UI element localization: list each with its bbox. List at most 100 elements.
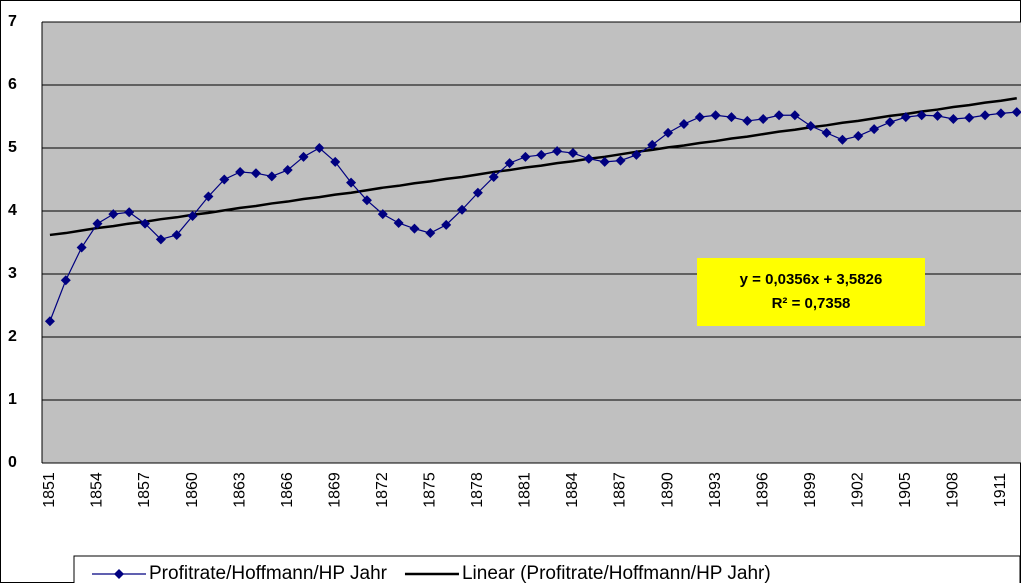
data-point bbox=[774, 110, 785, 121]
y-tick-label: 1 bbox=[8, 391, 17, 408]
legend-label: Linear (Profitrate/Hoffmann/HP Jahr) bbox=[462, 563, 771, 583]
data-point bbox=[203, 191, 214, 202]
data-point bbox=[583, 153, 594, 164]
data-point bbox=[726, 112, 737, 123]
y-tick-label: 6 bbox=[8, 76, 17, 93]
y-tick-label: 7 bbox=[8, 13, 17, 30]
series-line bbox=[49, 96, 1017, 237]
data-point bbox=[552, 146, 563, 157]
data-point bbox=[504, 158, 515, 169]
x-tick-label: 1851 bbox=[41, 472, 58, 508]
x-tick-label: 1911 bbox=[992, 473, 1009, 508]
data-point bbox=[995, 108, 1006, 119]
data-point bbox=[821, 127, 832, 138]
x-tick-label: 1902 bbox=[849, 472, 866, 508]
plot bbox=[44, 96, 1021, 327]
data-point bbox=[457, 204, 468, 215]
annotation: y = 0,0356x + 3,5826 bbox=[740, 271, 883, 288]
y-tick-label: 4 bbox=[8, 202, 17, 219]
data-point bbox=[488, 171, 499, 182]
x-tick-label: 1896 bbox=[754, 472, 771, 508]
x-tick-label: 1875 bbox=[422, 472, 439, 508]
x-tick-label: 1866 bbox=[279, 472, 296, 508]
x-tick-label: 1890 bbox=[659, 472, 676, 508]
x-tick-label: 1899 bbox=[802, 472, 819, 508]
legend-marker bbox=[114, 569, 124, 579]
data-point bbox=[1011, 107, 1021, 118]
data-point bbox=[758, 114, 769, 125]
data-point bbox=[425, 228, 436, 239]
y-tick-label: 3 bbox=[8, 265, 17, 282]
data-point bbox=[250, 168, 261, 179]
data-point bbox=[599, 156, 610, 167]
x-tick-label: 1884 bbox=[564, 472, 581, 508]
data-point bbox=[789, 110, 800, 121]
x-tick-label: 1881 bbox=[517, 472, 534, 508]
data-point bbox=[409, 223, 420, 234]
data-point bbox=[346, 177, 357, 188]
y-tick-label: 2 bbox=[8, 328, 17, 345]
data-point bbox=[710, 110, 721, 121]
data-point bbox=[837, 134, 848, 145]
data-point bbox=[932, 110, 943, 121]
data-point bbox=[171, 229, 182, 240]
y-tick-label: 0 bbox=[8, 454, 17, 471]
data-point bbox=[694, 112, 705, 123]
plot-area bbox=[42, 22, 1021, 463]
x-tick-label: 1872 bbox=[374, 472, 391, 508]
data-point bbox=[853, 131, 864, 142]
data-point bbox=[472, 187, 483, 198]
x-tick-label: 1887 bbox=[612, 472, 629, 508]
x-tick-label: 1860 bbox=[184, 472, 201, 508]
data-point bbox=[187, 211, 198, 222]
data-point bbox=[900, 112, 911, 123]
data-point bbox=[393, 217, 404, 228]
x-tick-label: 1869 bbox=[326, 472, 343, 508]
x-tick-label: 1854 bbox=[89, 472, 106, 508]
data-point bbox=[266, 171, 277, 182]
legend-label: Profitrate/Hoffmann/HP Jahr bbox=[149, 563, 388, 583]
y-tick-label: 5 bbox=[8, 139, 17, 156]
data-point bbox=[124, 207, 135, 218]
x-tick-label: 1905 bbox=[897, 472, 914, 508]
data-point bbox=[980, 110, 991, 121]
data-point bbox=[235, 166, 246, 177]
data-point bbox=[742, 115, 753, 126]
data-point bbox=[536, 149, 547, 160]
data-point bbox=[631, 149, 642, 160]
x-tick-label: 1863 bbox=[231, 472, 248, 508]
data-point bbox=[282, 165, 293, 176]
data-point bbox=[869, 124, 880, 135]
data-point bbox=[884, 117, 895, 128]
data-point bbox=[520, 151, 531, 162]
data-point bbox=[916, 110, 927, 121]
data-point bbox=[678, 119, 689, 130]
data-point bbox=[377, 209, 388, 220]
data-point bbox=[663, 127, 674, 138]
data-point bbox=[805, 120, 816, 131]
data-point bbox=[441, 219, 452, 230]
data-point bbox=[140, 218, 151, 229]
data-point bbox=[361, 195, 372, 206]
annotation-box bbox=[697, 258, 925, 326]
data-point bbox=[314, 143, 325, 153]
data-point bbox=[647, 139, 658, 150]
data-point bbox=[76, 242, 87, 253]
data-point bbox=[567, 148, 578, 159]
data-point bbox=[92, 218, 103, 229]
legend bbox=[73, 555, 1021, 583]
data-point bbox=[615, 155, 626, 166]
annotation: R² = 0,7358 bbox=[772, 295, 851, 312]
x-tick-label: 1908 bbox=[945, 472, 962, 508]
data-point bbox=[155, 234, 166, 245]
data-point bbox=[948, 114, 959, 125]
data-point bbox=[298, 151, 309, 162]
data-point bbox=[330, 156, 341, 167]
data-point bbox=[964, 112, 975, 123]
data-point bbox=[108, 209, 119, 220]
data-point bbox=[44, 316, 55, 327]
data-point bbox=[219, 174, 230, 185]
x-tick-label: 1857 bbox=[136, 472, 153, 508]
x-tick-label: 1878 bbox=[469, 472, 486, 508]
